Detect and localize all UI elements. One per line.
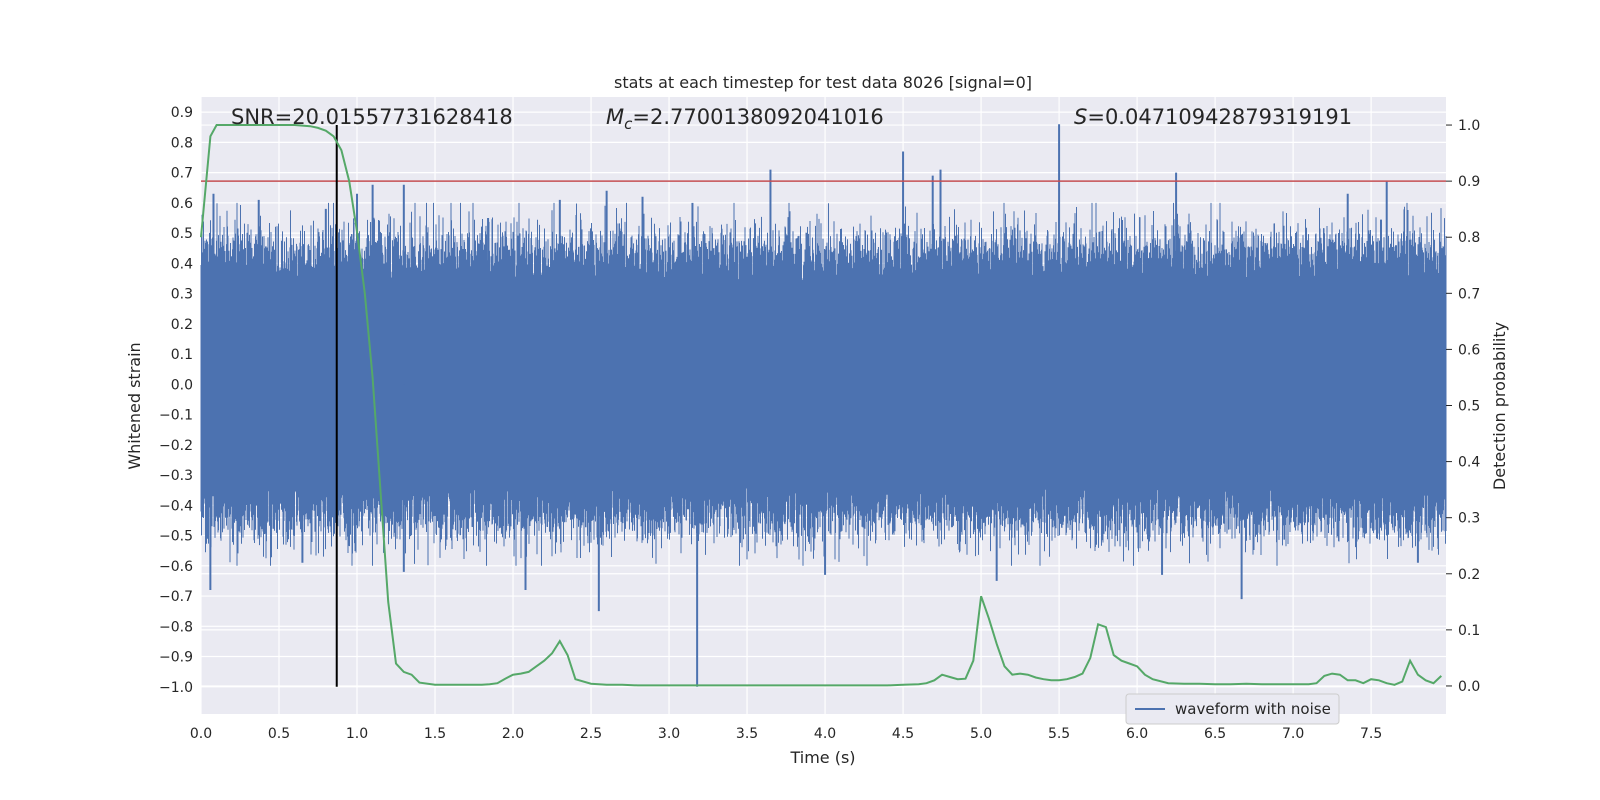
x-tick-label: 6.0 <box>1126 726 1148 742</box>
y-axis-label-right: Detection probability <box>1490 322 1509 490</box>
y-right-tick-label: 0.5 <box>1458 399 1480 415</box>
y-right-tick-label: 1.0 <box>1458 118 1480 134</box>
y-left-tick-label: −0.1 <box>159 408 193 424</box>
y-left-tick-label: −0.6 <box>159 559 193 575</box>
y-left-tick-label: −0.9 <box>159 650 193 666</box>
x-tick-label: 5.5 <box>1048 726 1070 742</box>
strain-noise-band <box>200 202 1447 566</box>
snr-annotation: SNR=20.01557731628418 <box>231 105 513 129</box>
x-tick-label: 4.0 <box>814 726 836 742</box>
legend-box <box>1125 693 1340 725</box>
y-right-tick-label: 0.0 <box>1458 679 1480 695</box>
y-right-tick-label: 0.1 <box>1458 623 1480 639</box>
y-right-tick-label: 0.4 <box>1458 455 1480 471</box>
y-left-tick-label: −0.8 <box>159 619 193 635</box>
y-left-tick-label: −0.7 <box>159 589 193 605</box>
y-left-tick-label: −0.4 <box>159 498 193 514</box>
x-tick-label: 2.5 <box>580 726 602 742</box>
axes: 0.9 0.8 0.7 0.6 0.5 0.4 0.3 0.2 0.1 0.0 −0.1 −0.2 −0… <box>159 105 1480 742</box>
overlay-lines <box>201 125 1446 687</box>
y-right-tick-label: 0.6 <box>1458 342 1480 358</box>
x-tick-label: 0.0 <box>190 726 212 742</box>
y-left-tick-label: 0.9 <box>171 105 193 121</box>
probability-line <box>200 124 1442 687</box>
legend: waveform with noise <box>1125 693 1340 725</box>
x-tick-label: 1.5 <box>424 726 446 742</box>
x-tick-label: 7.5 <box>1360 726 1382 742</box>
x-tick-label: 5.0 <box>970 726 992 742</box>
y-left-tick-label: −0.3 <box>159 468 193 484</box>
y-left-tick-label: 0.5 <box>171 226 193 242</box>
strain-series <box>200 124 1447 687</box>
x-tick-label: 1.0 <box>346 726 368 742</box>
x-tick-label: 3.0 <box>658 726 680 742</box>
x-tick-label: 2.0 <box>502 726 524 742</box>
x-tick-label: 6.5 <box>1204 726 1226 742</box>
x-tick-label: 4.5 <box>892 726 914 742</box>
probability-series <box>200 124 1442 687</box>
x-tick-label: 3.5 <box>736 726 758 742</box>
y-left-tick-label: 0.7 <box>171 166 193 182</box>
x-tick-label: 0.5 <box>268 726 290 742</box>
y-left-tick-label: 0.8 <box>171 135 193 151</box>
y-left-tick-label: 0.1 <box>171 347 193 363</box>
chirp-mass-annotation: Mc=2.7700138092041016 <box>606 105 884 133</box>
y-left-tick-label: 0.6 <box>171 196 193 212</box>
y-left-tick-label: −0.2 <box>159 438 193 454</box>
legend-label: waveform with noise <box>1175 700 1331 718</box>
x-tick-label: 7.0 <box>1282 726 1304 742</box>
y-right-tick-label: 0.3 <box>1458 511 1480 527</box>
y-left-tick-label: 0.4 <box>171 256 193 272</box>
y-left-tick-label: −1.0 <box>159 680 193 696</box>
y-left-tick-label: −0.5 <box>159 529 193 545</box>
y-right-tick-label: 0.9 <box>1458 174 1480 190</box>
y-left-tick-label: 0.0 <box>171 377 193 393</box>
x-axis-label: Time (s) <box>789 748 855 767</box>
y-axis-label-left: Whitened strain <box>125 342 144 469</box>
y-right-tick-label: 0.8 <box>1458 230 1480 246</box>
y-left-tick-label: 0.2 <box>171 317 193 333</box>
score-annotation: S=0.04710942879319191 <box>1074 105 1352 129</box>
chart-title: stats at each timestep for test data 802… <box>614 73 1032 92</box>
y-left-tick-label: 0.3 <box>171 287 193 303</box>
y-right-tick-label: 0.7 <box>1458 286 1480 302</box>
y-right-tick-label: 0.2 <box>1458 567 1480 583</box>
